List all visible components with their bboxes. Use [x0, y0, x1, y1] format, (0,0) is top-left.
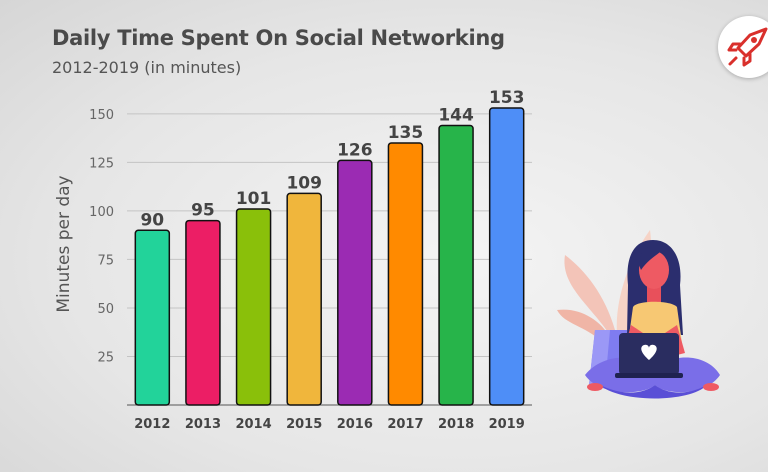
bar-2014 — [235, 208, 272, 406]
value-label: 101 — [236, 189, 272, 209]
y-tick-label: 75 — [97, 253, 114, 268]
x-tick-label: 2014 — [235, 417, 271, 432]
bar-2012 — [134, 229, 171, 406]
x-tick-label: 2017 — [387, 417, 423, 432]
x-tick-label: 2019 — [489, 417, 525, 432]
y-axis-label: Minutes per day — [54, 175, 74, 312]
value-label: 144 — [438, 105, 474, 125]
value-label: 95 — [191, 201, 215, 221]
value-label: 90 — [140, 210, 164, 230]
x-tick-label: 2013 — [185, 417, 221, 432]
value-label: 135 — [388, 123, 424, 143]
x-tick-label: 2016 — [337, 417, 373, 432]
brand-logo — [718, 16, 768, 78]
bar-2018 — [438, 124, 474, 406]
bar-2017 — [387, 142, 424, 406]
y-tick-label: 125 — [89, 156, 114, 171]
y-tick-label: 25 — [97, 350, 114, 365]
y-tick-label: 50 — [97, 302, 114, 317]
bar-2016 — [337, 159, 373, 406]
chart-subtitle: 2012-2019 (in minutes) — [52, 58, 242, 77]
value-label: 109 — [286, 173, 322, 193]
x-tick-label: 2018 — [438, 417, 474, 432]
x-tick-label: 2012 — [134, 417, 170, 432]
bar-2015 — [286, 192, 322, 406]
chart-title: Daily Time Spent On Social Networking — [52, 26, 505, 50]
woman-with-laptop-illustration — [557, 230, 720, 399]
bar-2019 — [488, 107, 525, 406]
rocket-icon — [727, 27, 768, 67]
value-labels: 90 95 101 109 126 135 144 153 — [140, 88, 524, 230]
x-tick-label: 2015 — [286, 417, 322, 432]
y-tick-label: 100 — [89, 205, 114, 220]
x-axis-ticks: 2012 2013 2014 2015 2016 2017 2018 2019 — [134, 417, 525, 432]
y-tick-label: 150 — [89, 108, 114, 123]
bar-2013 — [185, 219, 221, 406]
value-label: 126 — [337, 140, 373, 160]
y-axis-ticks: 25 50 75 100 125 150 — [89, 108, 114, 366]
bars — [134, 107, 525, 406]
value-label: 153 — [489, 88, 525, 108]
